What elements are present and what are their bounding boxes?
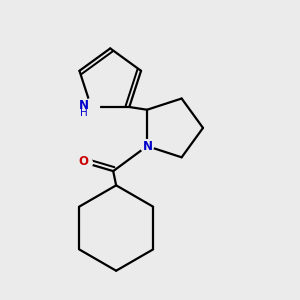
Text: O: O xyxy=(79,155,89,168)
Text: H: H xyxy=(80,109,88,118)
Circle shape xyxy=(83,99,100,115)
Circle shape xyxy=(141,140,154,153)
Circle shape xyxy=(78,156,92,170)
Text: N: N xyxy=(79,99,89,112)
Text: N: N xyxy=(143,140,153,154)
